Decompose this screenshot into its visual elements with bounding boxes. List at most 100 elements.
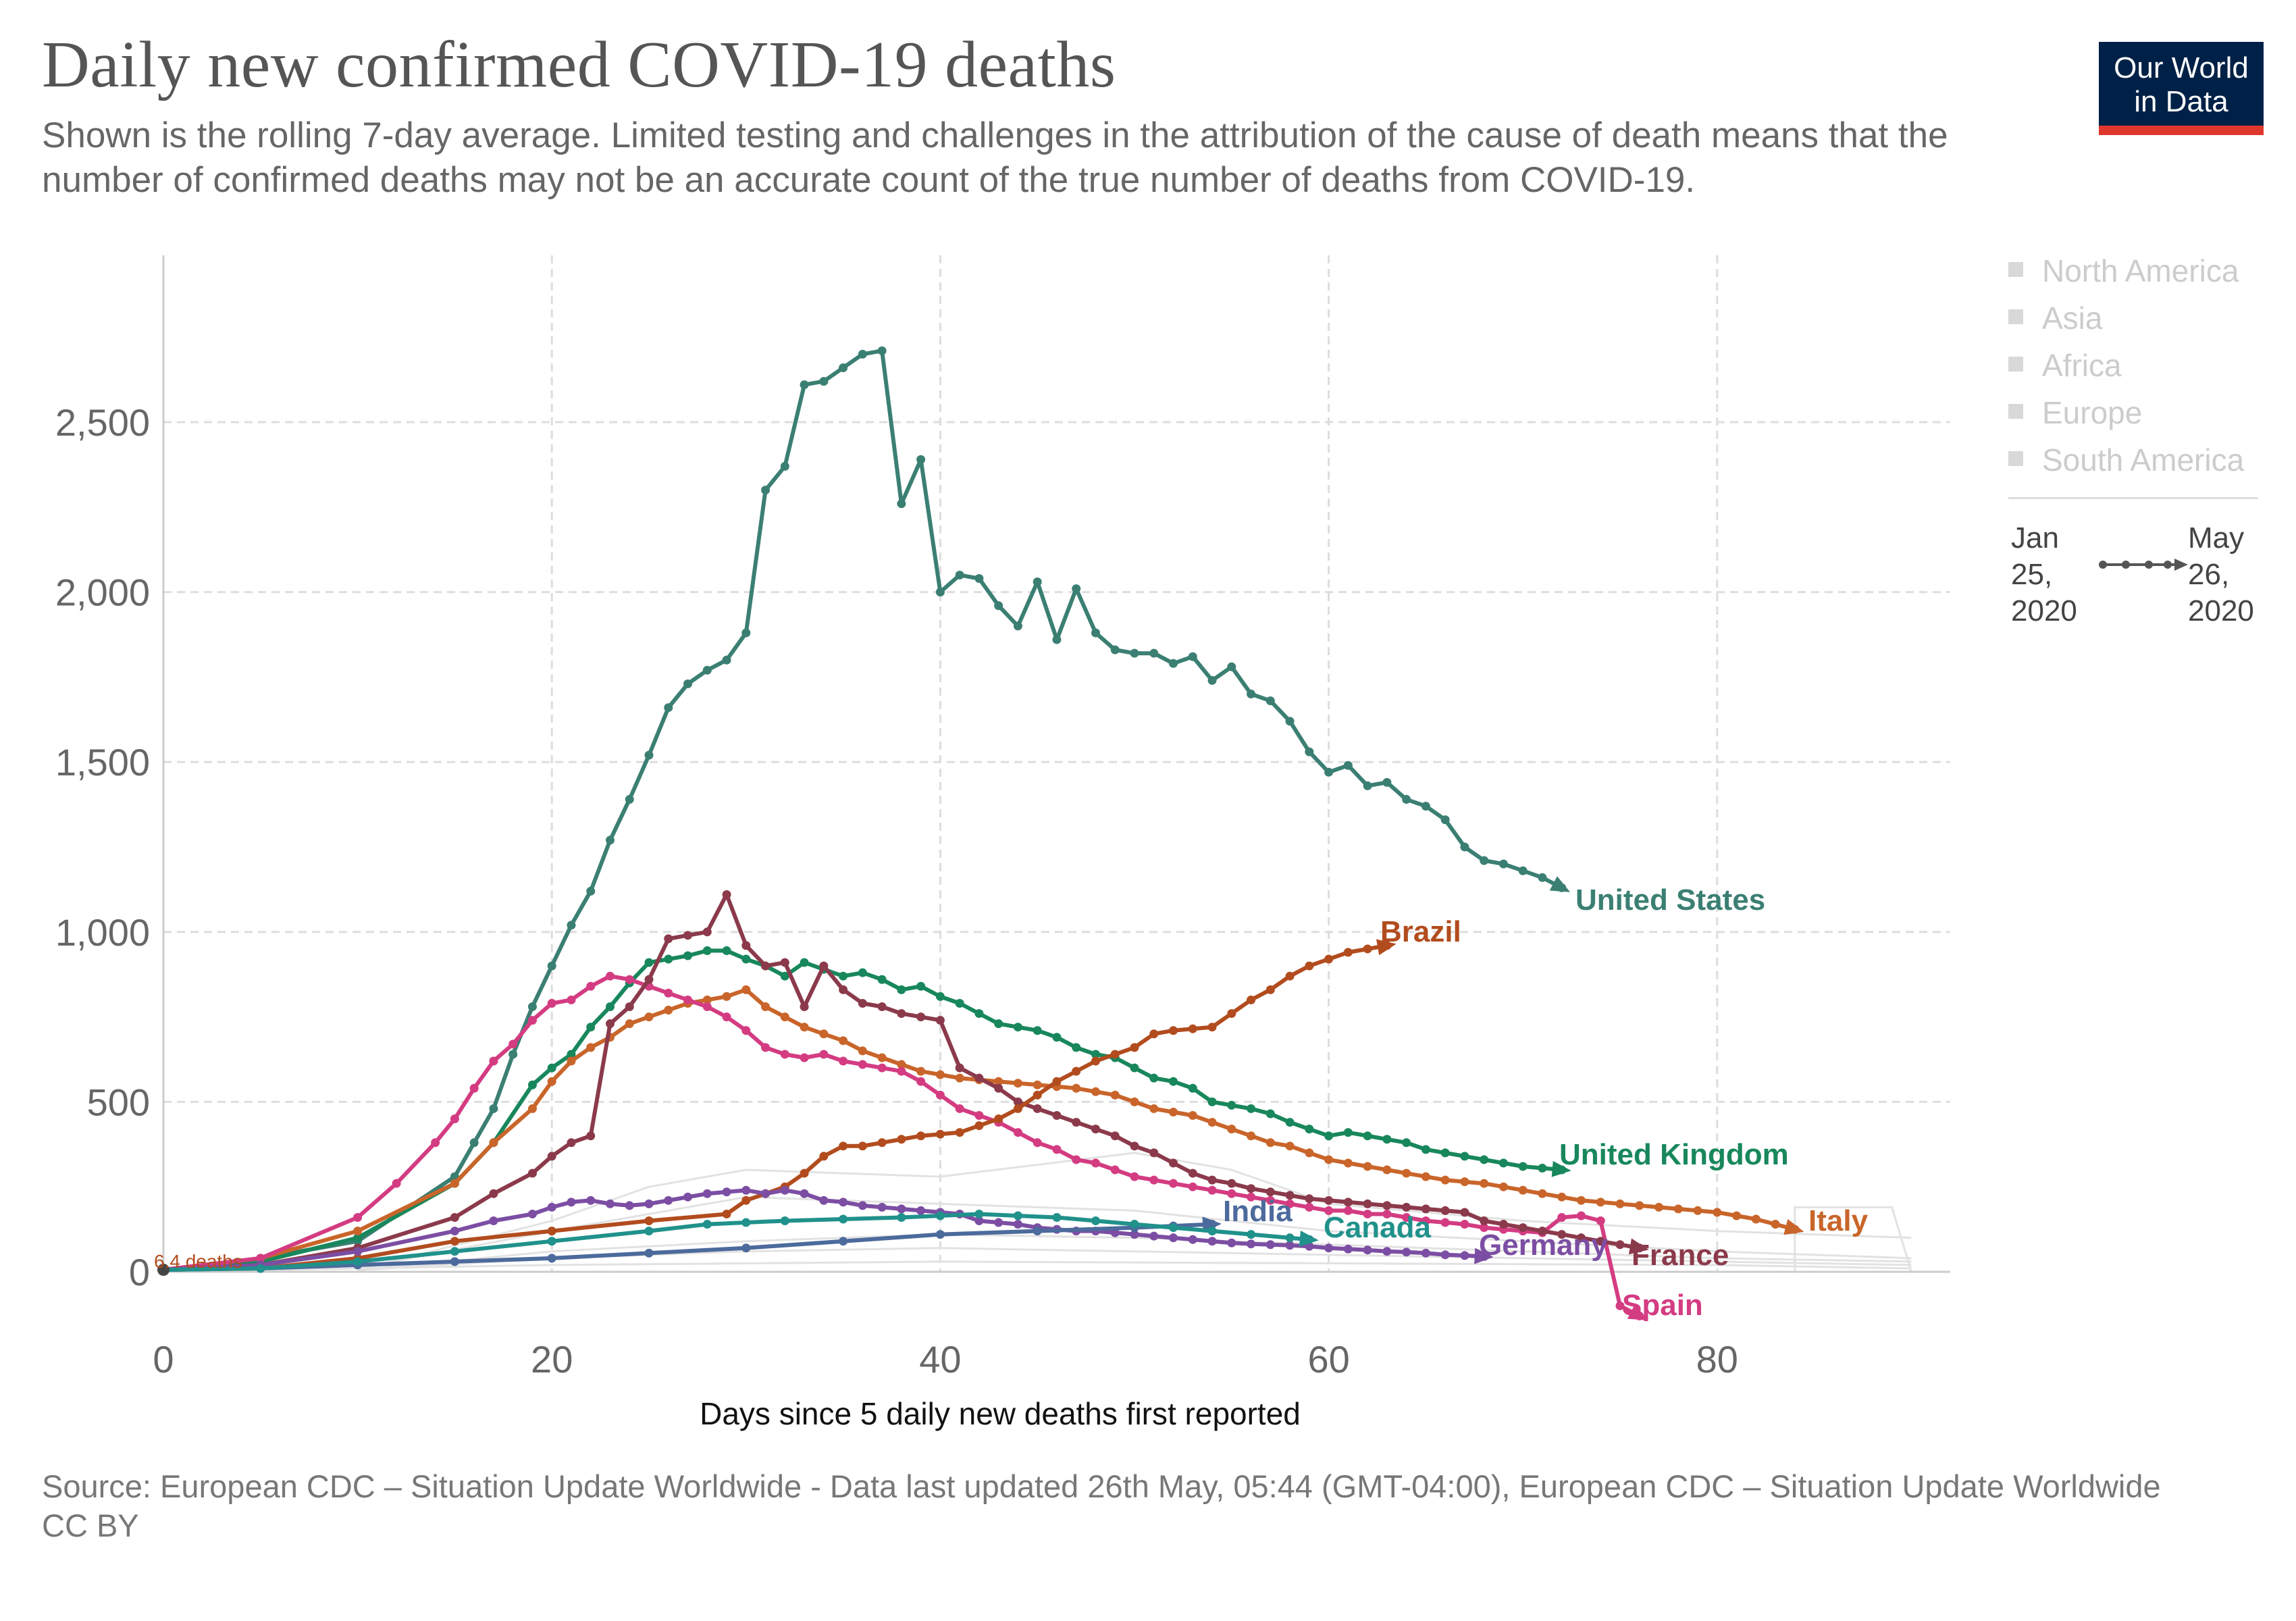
data-point [1402,1212,1411,1222]
data-point [1440,1175,1450,1185]
data-point [625,1002,634,1012]
data-point [897,499,906,509]
data-point [916,1131,926,1141]
data-point [1247,995,1256,1004]
data-point [839,363,848,372]
legend-item-europe[interactable]: Europe [2007,392,2291,439]
data-point [935,1070,945,1079]
data-point [1421,1248,1430,1258]
data-point [508,1039,518,1049]
data-point [664,703,673,713]
data-point [1363,1245,1372,1255]
legend-swatch [2008,262,2023,277]
data-point [508,1050,518,1059]
data-point [780,1185,789,1195]
data-point [741,1218,751,1227]
data-point [1207,1023,1217,1032]
data-point [858,1060,867,1069]
data-point [741,941,751,950]
data-point [935,1016,945,1025]
data-point [761,1189,771,1198]
data-point [1188,1168,1197,1178]
data-point [1382,777,1392,787]
data-point [450,1247,459,1256]
background-country-line [357,1152,1912,1271]
data-point [858,1201,867,1210]
legend-divider [2008,497,2258,499]
data-point [1169,659,1178,668]
data-point [1266,1109,1275,1118]
data-point [702,946,712,955]
data-point [839,1056,848,1066]
timeline-legend[interactable]: Jan 25, 2020 May 26, 2020 [2011,520,2295,642]
data-point [1169,1233,1178,1243]
data-point [1130,1141,1139,1151]
grid-lines [163,255,1950,1272]
data-point [1751,1214,1760,1224]
data-point [1247,1239,1256,1249]
data-point [644,1216,654,1226]
data-point [1402,1247,1411,1257]
data-point [1402,1168,1411,1178]
data-point [1072,1066,1081,1076]
data-point [741,628,751,638]
data-point [800,1023,809,1032]
series-label-united-kingdom: United Kingdom [1559,1138,1789,1171]
legend-swatch [2008,309,2023,324]
data-point [1382,1165,1392,1175]
series-label-canada: Canada [1324,1211,1431,1244]
data-point [858,968,867,977]
data-point [1713,1208,1722,1217]
data-point [1285,1118,1295,1127]
data-point [1480,856,1489,865]
y-tick-label: 1,500 [55,741,150,783]
data-point [722,890,731,899]
owid-logo[interactable]: Our World in Data [2099,42,2264,135]
data-point [1091,1216,1100,1226]
data-point [877,1202,887,1212]
data-point [702,1002,712,1012]
data-point [1343,1128,1353,1137]
data-point [1247,690,1256,699]
data-point [1266,1138,1275,1148]
data-point [605,1019,615,1029]
timeline-arrow [2099,559,2188,571]
data-point [1110,1131,1120,1141]
legend-item-south-america[interactable]: South America [2007,439,2291,486]
y-tick-label: 0 [129,1251,150,1293]
data-point [586,886,596,896]
data-point [1324,1243,1334,1253]
data-point [450,1114,459,1124]
data-point [800,1189,809,1198]
data-point [974,1216,984,1226]
legend-item-north-america[interactable]: North America [2007,250,2291,297]
data-point [722,1187,731,1197]
data-point [1227,1125,1236,1134]
data-point [1440,1206,1450,1215]
data-point [1538,873,1547,882]
data-point [722,655,731,665]
start-annotation: 6.4 deaths [154,1251,242,1272]
data-point [527,1168,537,1178]
data-point [877,1053,887,1062]
data-point [644,958,654,967]
data-point [955,1128,964,1137]
data-point [819,1050,829,1059]
data-point [974,1073,984,1083]
data-point [955,998,964,1008]
data-point [1460,1152,1469,1161]
series-label-united-states: United States [1575,883,1765,917]
data-point [547,961,556,971]
data-point [567,1198,576,1207]
series-arrowhead [1376,939,1397,956]
data-point [1266,1195,1275,1205]
legend-item-africa[interactable]: Africa [2007,344,2291,392]
legend-item-asia[interactable]: Asia [2007,297,2291,344]
data-point [450,1257,459,1266]
data-point [1324,767,1334,777]
data-point [1460,1251,1469,1260]
data-point [1227,1189,1236,1198]
data-point [994,601,1003,611]
data-point [1033,1090,1042,1100]
